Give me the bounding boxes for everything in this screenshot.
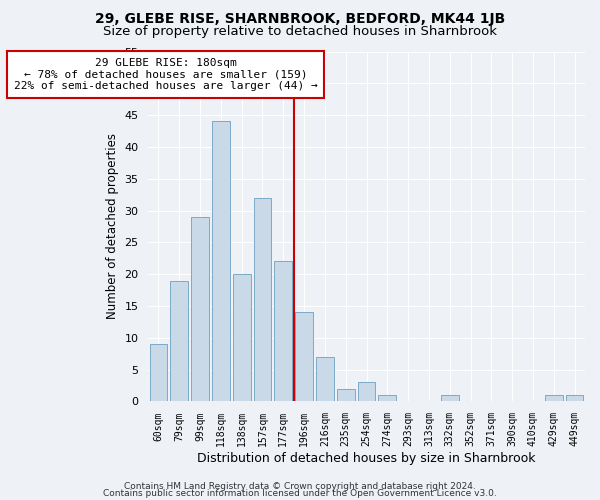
Bar — [295, 312, 313, 402]
Bar — [379, 395, 396, 402]
Bar — [358, 382, 376, 402]
Text: 29 GLEBE RISE: 180sqm
← 78% of detached houses are smaller (159)
22% of semi-det: 29 GLEBE RISE: 180sqm ← 78% of detached … — [14, 58, 317, 91]
X-axis label: Distribution of detached houses by size in Sharnbrook: Distribution of detached houses by size … — [197, 452, 536, 465]
Bar — [337, 388, 355, 402]
Bar — [233, 274, 251, 402]
Bar — [254, 198, 271, 402]
Bar — [149, 344, 167, 402]
Text: Size of property relative to detached houses in Sharnbrook: Size of property relative to detached ho… — [103, 25, 497, 38]
Text: Contains public sector information licensed under the Open Government Licence v3: Contains public sector information licen… — [103, 490, 497, 498]
Bar — [441, 395, 458, 402]
Text: Contains HM Land Registry data © Crown copyright and database right 2024.: Contains HM Land Registry data © Crown c… — [124, 482, 476, 491]
Y-axis label: Number of detached properties: Number of detached properties — [106, 134, 119, 320]
Bar — [212, 122, 230, 402]
Text: 29, GLEBE RISE, SHARNBROOK, BEDFORD, MK44 1JB: 29, GLEBE RISE, SHARNBROOK, BEDFORD, MK4… — [95, 12, 505, 26]
Bar — [274, 262, 292, 402]
Bar — [545, 395, 563, 402]
Bar — [170, 280, 188, 402]
Bar — [316, 357, 334, 402]
Bar — [191, 217, 209, 402]
Bar — [566, 395, 583, 402]
